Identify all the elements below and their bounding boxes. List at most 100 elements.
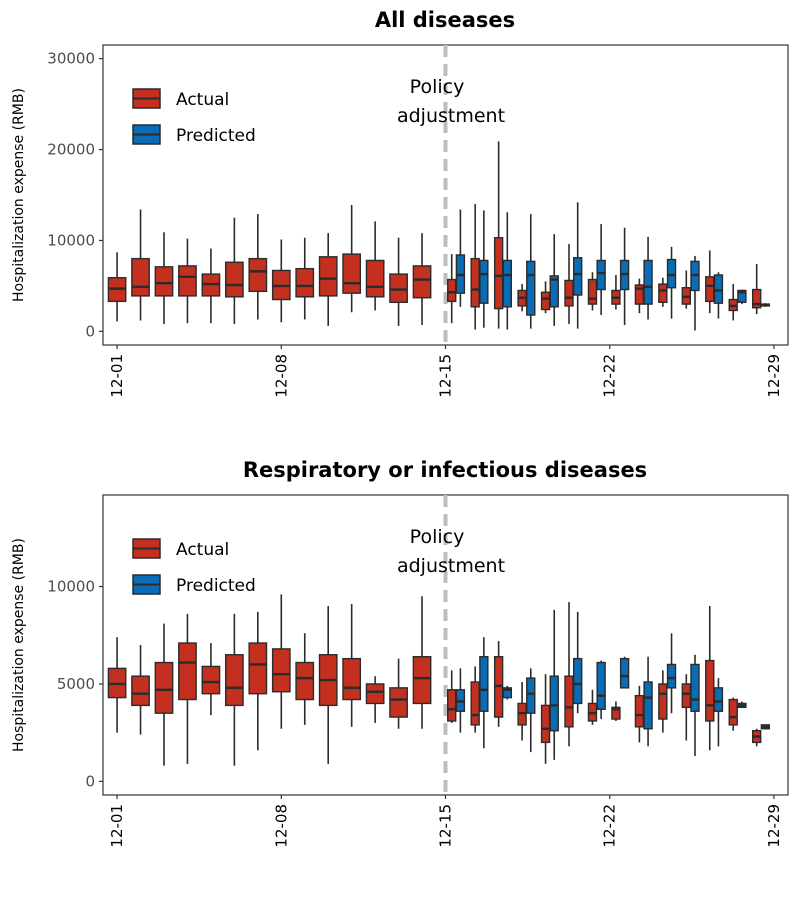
box-predicted (573, 202, 583, 329)
box-body (643, 259, 653, 305)
box-body (526, 260, 536, 316)
box-body (447, 689, 457, 722)
box-actual (131, 209, 150, 321)
box-body (412, 265, 432, 299)
box-actual (154, 232, 174, 325)
box-body (751, 288, 762, 309)
x-tick-label: 12-08 (272, 354, 290, 398)
box-actual (470, 204, 480, 330)
box-body (658, 283, 668, 303)
box-actual (728, 284, 738, 321)
box-body (318, 256, 338, 297)
box-actual (705, 250, 715, 314)
box-body (493, 237, 504, 310)
box-body (479, 655, 489, 712)
box-body (154, 266, 174, 297)
box-actual (728, 697, 738, 731)
box-predicted (737, 289, 747, 305)
box-body (224, 261, 244, 298)
box-actual (493, 641, 504, 727)
box-predicted (666, 246, 677, 319)
box-body (634, 284, 645, 305)
box-body (666, 258, 677, 289)
box-predicted (713, 678, 724, 747)
box-body (201, 665, 221, 695)
box-body (587, 278, 598, 305)
box-body (295, 661, 315, 701)
box-body (342, 657, 362, 701)
box-actual (248, 214, 268, 320)
box-body (540, 704, 551, 744)
box-body (502, 687, 513, 699)
y-tick-label: 30000 (47, 50, 95, 68)
box-actual (224, 217, 244, 325)
panel-respiratory-infectious: Respiratory or infectious diseases Hospi… (11, 458, 789, 848)
box-body (705, 276, 715, 303)
box-actual (540, 674, 551, 764)
box-body (248, 642, 268, 695)
legend-label-predicted: Predicted (176, 126, 256, 146)
y-tick-label: 10000 (47, 578, 95, 596)
box-actual (634, 685, 645, 743)
box-body (479, 259, 489, 304)
legend-label-actual: Actual (176, 540, 229, 560)
box-actual (705, 606, 715, 751)
box-body (611, 706, 621, 720)
box-body (634, 694, 645, 728)
box-body (643, 681, 653, 730)
box-body (365, 259, 385, 298)
y-tick-label: 0 (85, 322, 95, 340)
box-body (713, 274, 724, 304)
x-tick-label: 12-08 (272, 804, 290, 848)
box-predicted (713, 272, 724, 319)
box-body (502, 259, 513, 308)
box-actual (447, 254, 457, 324)
annotation-line-2: adjustment (397, 105, 505, 127)
box-marks (107, 594, 771, 766)
box-body (690, 663, 700, 712)
box-actual (318, 606, 338, 764)
box-predicted (502, 212, 513, 330)
box-predicted (619, 656, 630, 689)
box-predicted (549, 234, 559, 326)
box-actual (751, 264, 762, 315)
legend-label-predicted: Predicted (176, 576, 256, 596)
box-actual (470, 666, 480, 733)
box-actual (107, 637, 127, 733)
box-body (447, 278, 457, 303)
x-tick-label: 12-22 (601, 804, 619, 848)
box-predicted (666, 633, 677, 714)
box-body (681, 683, 691, 709)
box-body (596, 661, 606, 710)
box-actual (295, 633, 315, 725)
policy-annotation: Policy adjustment (397, 76, 505, 127)
box-actual (271, 239, 291, 323)
box-body (131, 257, 150, 297)
box-body (564, 279, 574, 307)
box-body (271, 648, 291, 693)
box-actual (517, 682, 527, 741)
box-actual (611, 275, 621, 310)
box-actual (248, 611, 268, 751)
box-body (154, 661, 174, 714)
box-actual (447, 670, 457, 723)
box-body (549, 675, 559, 732)
box-body (342, 253, 362, 294)
box-actual (318, 233, 338, 326)
box-actual (201, 248, 221, 324)
x-tick-label: 12-15 (437, 354, 455, 398)
box-actual (201, 643, 221, 716)
box-actual (271, 594, 291, 729)
box-body (470, 681, 480, 726)
box-actual (295, 237, 315, 320)
box-actual (342, 604, 362, 727)
box-actual (131, 645, 150, 735)
box-body (224, 654, 244, 707)
box-actual (658, 670, 668, 733)
box-actual (493, 141, 504, 329)
box-body (389, 273, 408, 303)
box-body (713, 687, 724, 712)
x-axis: 12-01 12-08 12-15 12-22 12-29 (108, 345, 783, 398)
y-tick-label: 10000 (47, 231, 95, 249)
